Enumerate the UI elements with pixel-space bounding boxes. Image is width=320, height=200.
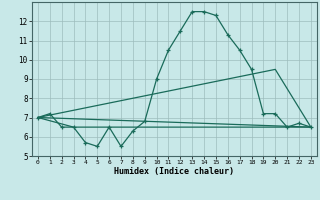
X-axis label: Humidex (Indice chaleur): Humidex (Indice chaleur)	[115, 167, 234, 176]
